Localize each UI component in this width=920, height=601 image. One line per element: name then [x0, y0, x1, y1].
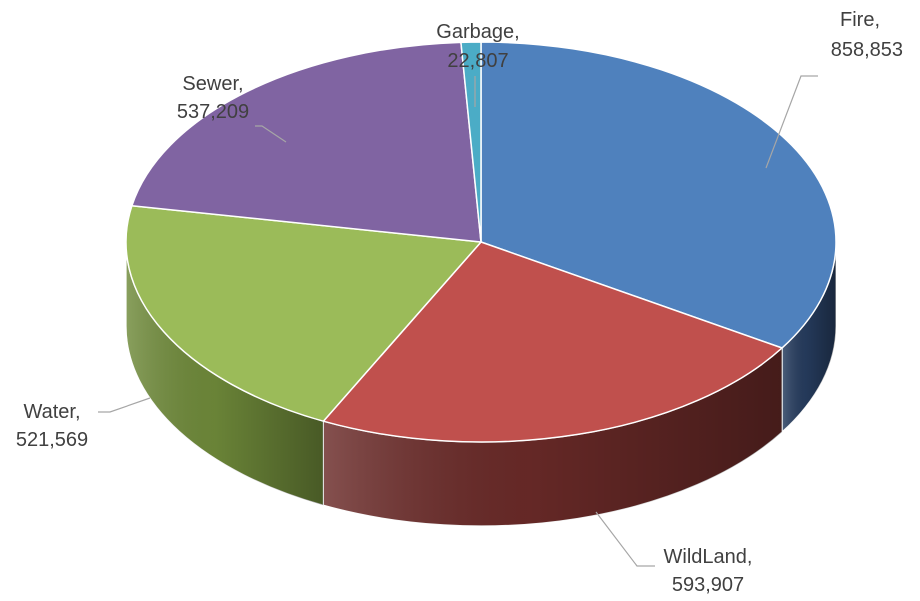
slice-side-shade-fire [782, 242, 836, 432]
label-water-value: 521,569 [16, 429, 88, 451]
leader-lines [98, 75, 818, 567]
leader-water [98, 397, 151, 413]
label-fire-name: Fire, [840, 9, 880, 31]
label-sewer-name: Sewer, [182, 73, 243, 95]
leader-wildland [595, 511, 655, 567]
leader-sewer [255, 125, 287, 143]
slice-side-shade-water [126, 242, 324, 506]
label-garbage-name: Garbage, [436, 21, 519, 43]
pie-top-faces [125, 41, 837, 443]
label-water-name: Water, [23, 401, 80, 423]
slice-garbage [460, 41, 482, 243]
slice-fire [480, 41, 837, 349]
slice-sewer [131, 41, 482, 243]
label-wildland-name: WildLand, [664, 546, 753, 568]
slice-side-shade-wildland [323, 347, 783, 526]
label-garbage-value: 22,807 [447, 50, 508, 72]
slice-wildland [322, 241, 783, 443]
label-wildland-value: 593,907 [672, 574, 744, 596]
label-sewer-value: 537,209 [177, 101, 249, 123]
label-fire-value: 858,853 [831, 39, 903, 61]
leader-fire [765, 75, 818, 169]
slice-water [125, 204, 482, 422]
